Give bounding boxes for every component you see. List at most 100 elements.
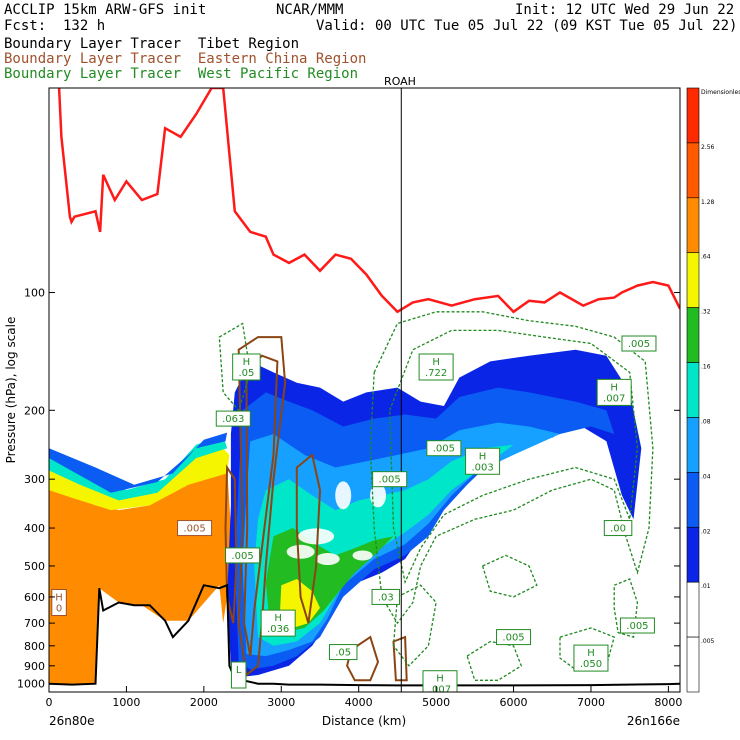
header-right-line1: Init: 12 UTC Wed 29 Jun 22 <box>515 2 735 18</box>
colorbar-swatch <box>686 362 700 418</box>
contour-label-box <box>496 629 532 646</box>
x-tick-label: 6000 <box>500 696 528 709</box>
x-tick-label: 2000 <box>190 696 218 709</box>
tracer-field-band <box>49 435 228 501</box>
contour-label: H.722 <box>418 353 454 381</box>
contour-label: .005 <box>177 520 213 537</box>
contour-label-text: .003 <box>471 462 493 473</box>
colorbar-swatch <box>686 472 700 528</box>
contour-label: .005 <box>426 440 462 457</box>
x-tick-label: 1000 <box>112 696 140 709</box>
legend-west-pacific: Boundary Layer Tracer West Pacific Regio… <box>4 66 359 82</box>
west-pacific-contour <box>392 584 437 667</box>
colorbar-swatch <box>686 142 700 199</box>
contour-label-text: H <box>479 451 487 462</box>
contour-label: H.007 <box>422 670 458 696</box>
contour-label-text: .722 <box>425 368 447 379</box>
y-tick-label: 500 <box>24 560 45 573</box>
contour-label: .005 <box>496 629 532 646</box>
west-pacific-contour <box>218 322 251 412</box>
contour-label: H.05 <box>232 353 261 381</box>
header-left-line2: Fcst: 132 h <box>4 18 106 34</box>
x-tick-label: 4000 <box>345 696 373 709</box>
colorbar-label: 2.56 <box>701 144 715 151</box>
colorbar-label: .04 <box>701 473 711 480</box>
contour-label-text: H <box>587 648 595 659</box>
tracer-field-gap <box>315 553 340 566</box>
west-pacific-contour <box>389 329 639 585</box>
colorbar-label: 1.28 <box>701 199 715 206</box>
tracer-field-gap <box>286 544 315 559</box>
y-tick-label: 200 <box>24 404 45 417</box>
y-tick-label: 700 <box>24 617 45 630</box>
y-tick-label: 1000 <box>17 678 45 691</box>
contour-label-text: .005 <box>183 524 205 535</box>
contour-label-text: 0 <box>56 604 62 615</box>
x-tick-label: 5000 <box>422 696 450 709</box>
contour-label-text: H <box>610 382 618 393</box>
contour-label-box <box>371 588 401 605</box>
contour-label: .005 <box>619 617 655 634</box>
contour-label-text: .005 <box>626 621 648 632</box>
contour-label: H.036 <box>260 609 296 637</box>
contour-label: .00 <box>603 520 633 537</box>
legend-tibet: Boundary Layer Tracer Tibet Region <box>4 36 300 52</box>
contour-label-box <box>422 670 458 692</box>
tracer-field-gap <box>335 481 352 510</box>
west-pacific-contour <box>613 578 639 638</box>
contour-label-box <box>177 520 213 537</box>
contour-label-text: .05 <box>335 648 351 659</box>
tracer-field-gap <box>298 528 335 545</box>
contour-label-box <box>230 661 247 689</box>
west-pacific-contour <box>481 554 538 598</box>
contour-label: H0 <box>51 589 67 617</box>
tropopause-line <box>57 88 680 314</box>
x-tick-label: 0 <box>46 696 53 709</box>
contour-label-text: .00 <box>610 524 626 535</box>
header-mid-line1: NCAR/MMM <box>276 2 344 18</box>
contour-label-text: .007 <box>429 685 451 696</box>
contour-label: .03 <box>371 588 401 605</box>
tracer-field-gap <box>370 483 387 508</box>
colorbar-swatch <box>686 307 700 363</box>
header-left-line1: ACCLIP 15km ARW-GFS init <box>4 2 207 18</box>
y-tick-label: 400 <box>24 522 45 535</box>
y-tick-label: 900 <box>24 660 45 673</box>
contour-label-box <box>418 353 454 381</box>
contour-label: .05 <box>328 644 358 661</box>
contour-label-box <box>621 335 657 352</box>
legend-eastern-china: Boundary Layer Tracer Eastern China Regi… <box>4 51 367 67</box>
contour-label-box <box>225 547 261 564</box>
eastern-china-contour <box>346 635 380 682</box>
x-tick-label: 7000 <box>577 696 605 709</box>
contour-label: H.050 <box>573 644 609 672</box>
tracer-field-band <box>49 461 231 684</box>
contour-label-text: .036 <box>267 624 289 635</box>
header-right-line2: Valid: 00 UTC Tue 05 Jul 22 (09 KST Tue … <box>316 18 738 34</box>
y-tick-label: 300 <box>24 473 45 486</box>
contour-label: H.003 <box>465 447 501 475</box>
contour-label-box <box>596 378 632 406</box>
colorbar-swatch <box>686 636 700 693</box>
x-end-label: 26n166e <box>627 714 680 728</box>
contour-label-text: H <box>432 357 440 368</box>
contour-label-box <box>619 617 655 634</box>
contour-label: .005 <box>621 335 657 352</box>
x-axis-label: Distance (km) <box>322 714 406 728</box>
contour-label-text: .005 <box>231 551 253 562</box>
contour-label-box <box>232 353 261 381</box>
x-start-label: 26n80e <box>49 714 95 728</box>
contour-label-text: H <box>243 357 251 368</box>
contour-label-text: H <box>55 593 63 604</box>
x-tick-label: 8000 <box>654 696 682 709</box>
contour-label-text: .050 <box>580 659 602 670</box>
contour-label-box <box>328 644 358 661</box>
colorbar-swatch <box>686 252 700 308</box>
contour-label-box <box>603 520 633 537</box>
contour-label-box <box>51 589 67 617</box>
contour-label-text: H <box>274 613 282 624</box>
contour-label-text: H <box>436 674 444 685</box>
contour-label-box <box>573 644 609 672</box>
colorbar-swatch <box>686 581 700 638</box>
